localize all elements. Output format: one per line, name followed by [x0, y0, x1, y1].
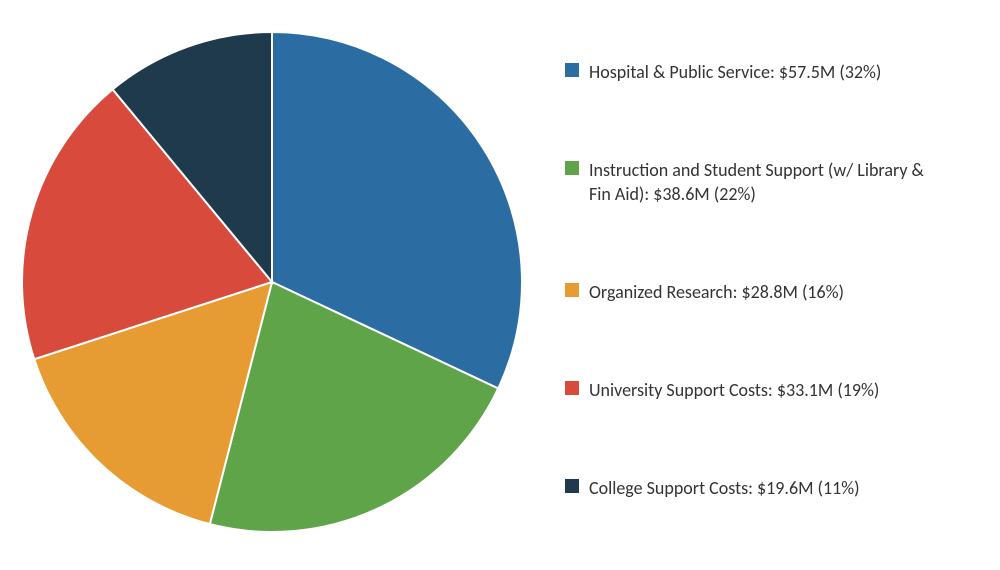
legend-label: Instruction and Student Support (w/ Libr… [589, 158, 949, 207]
legend-swatch [565, 381, 579, 395]
legend-swatch [565, 479, 579, 493]
legend-label: Organized Research: $28.8M (16%) [589, 280, 844, 304]
legend-item: Organized Research: $28.8M (16%) [565, 280, 975, 304]
legend-label: University Support Costs: $33.1M (19%) [589, 378, 879, 402]
chart-container: Hospital & Public Service: $57.5M (32%) … [0, 0, 1000, 570]
legend-item: College Support Costs: $19.6M (11%) [565, 476, 975, 500]
legend-item: University Support Costs: $33.1M (19%) [565, 378, 975, 402]
legend: Hospital & Public Service: $57.5M (32%) … [565, 60, 975, 500]
legend-swatch [565, 63, 579, 77]
pie-svg [22, 32, 522, 532]
legend-label: College Support Costs: $19.6M (11%) [589, 476, 860, 500]
legend-label: Hospital & Public Service: $57.5M (32%) [589, 60, 881, 84]
legend-swatch [565, 283, 579, 297]
legend-swatch [565, 161, 579, 175]
legend-item: Instruction and Student Support (w/ Libr… [565, 158, 975, 207]
pie-chart [22, 32, 522, 532]
legend-item: Hospital & Public Service: $57.5M (32%) [565, 60, 975, 84]
